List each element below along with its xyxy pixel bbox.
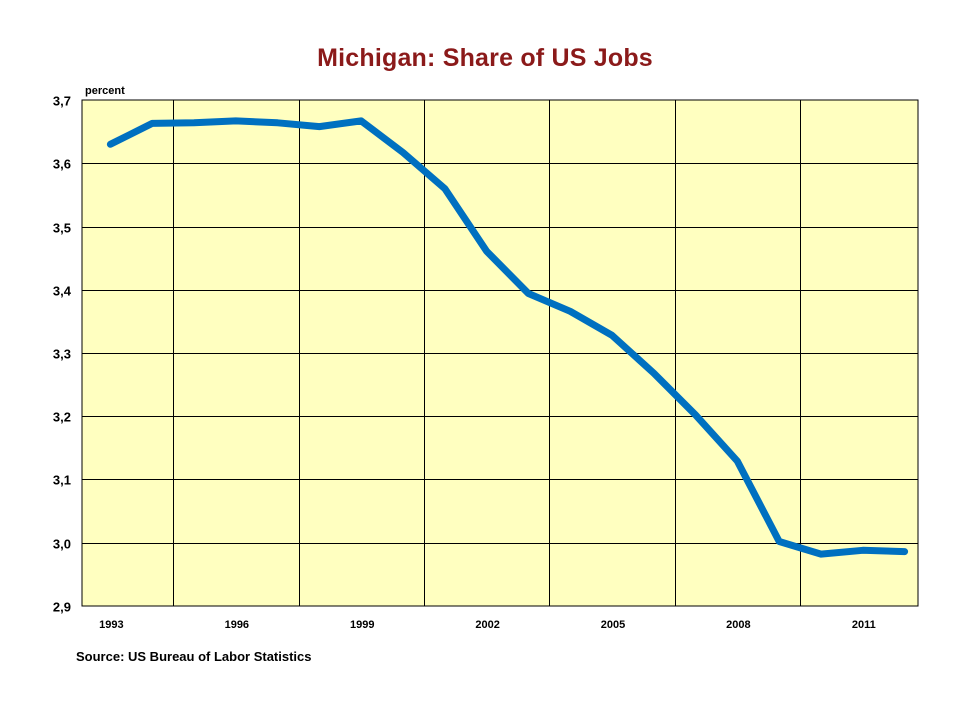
data-point [567, 308, 573, 314]
y-tick-label: 3,3 [53, 347, 71, 362]
y-axis-label: percent [85, 85, 125, 97]
x-tick-label: 2005 [601, 619, 625, 631]
data-point [651, 370, 657, 376]
data-point [860, 547, 866, 553]
chart-title: Michigan: Share of US Jobs [317, 44, 653, 72]
x-tick-label: 2011 [852, 619, 876, 631]
data-point [400, 150, 406, 156]
data-point [191, 120, 197, 126]
series-layer [106, 117, 909, 558]
data-point [693, 412, 699, 418]
y-tick-label: 3,1 [53, 473, 71, 488]
y-tick-label: 3,4 [53, 284, 72, 299]
data-point [734, 458, 740, 464]
y-axis-ticks: 2,9 3,0 3,1 3,2 3,3 3,4 3,5 3,6 3,7 [53, 94, 72, 615]
source-note: Source: US Bureau of Labor Statistics [76, 649, 312, 664]
y-tick-label: 2,9 [53, 600, 71, 615]
data-point [484, 248, 490, 254]
x-tick-label: 1993 [99, 619, 123, 631]
data-point [233, 118, 239, 124]
data-point [525, 291, 531, 297]
data-point [818, 551, 824, 557]
y-tick-label: 3,0 [53, 537, 71, 552]
y-tick-label: 3,7 [53, 94, 71, 109]
data-point [316, 124, 322, 130]
data-point [442, 186, 448, 192]
grid-layer [82, 100, 918, 606]
y-tick-label: 3,5 [53, 221, 71, 236]
y-tick-label: 3,2 [53, 410, 71, 425]
x-tick-label: 1996 [225, 619, 249, 631]
x-tick-label: 2002 [475, 619, 499, 631]
data-point [902, 549, 908, 555]
data-point [149, 120, 155, 126]
data-point [275, 120, 281, 126]
data-point [609, 332, 615, 338]
data-point [107, 141, 113, 147]
y-tick-label: 3,6 [53, 157, 71, 172]
data-point [776, 539, 782, 545]
x-axis-ticks: 1993 1996 1999 2002 2005 2008 2011 [99, 619, 876, 631]
data-point [358, 118, 364, 124]
x-tick-label: 1999 [350, 619, 374, 631]
x-tick-label: 2008 [726, 619, 750, 631]
series-line [106, 117, 909, 558]
